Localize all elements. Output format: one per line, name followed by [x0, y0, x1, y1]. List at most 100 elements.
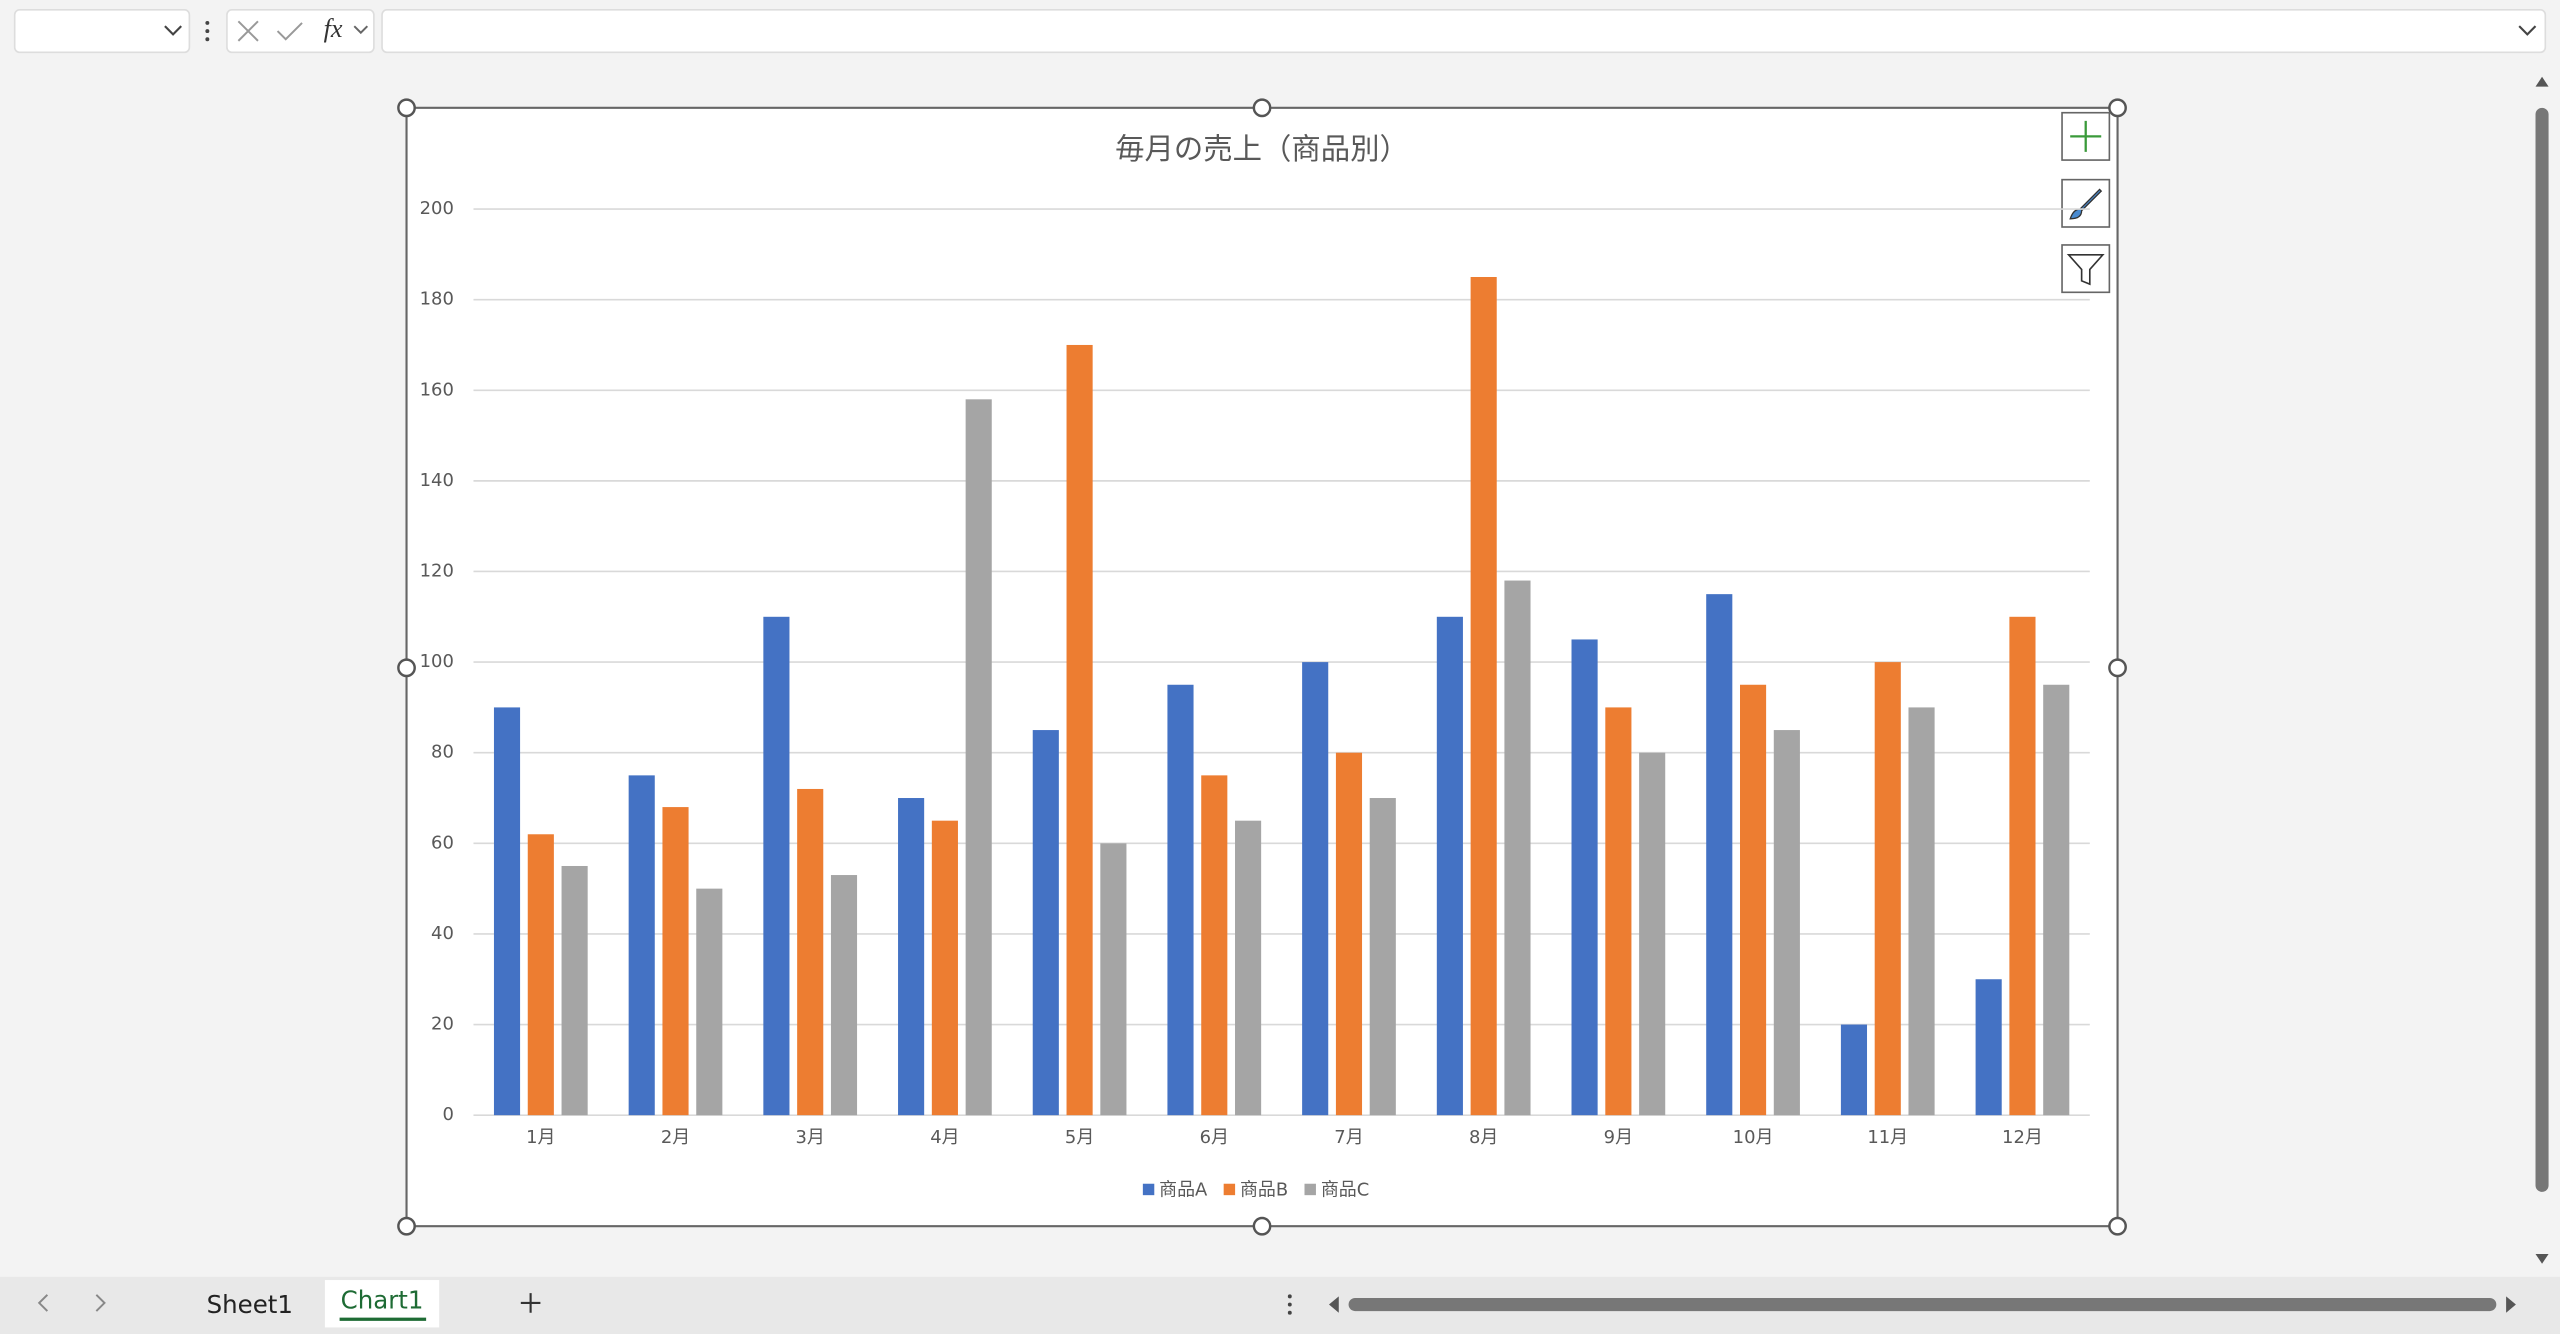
more-icon[interactable]	[205, 20, 210, 25]
x-tick-label: 4月	[930, 1127, 959, 1148]
more-icon	[1287, 1310, 1292, 1315]
x-tick-label: 3月	[796, 1127, 825, 1148]
bar	[1369, 798, 1396, 1116]
bar	[1571, 639, 1598, 1116]
bar	[1302, 662, 1329, 1116]
y-tick-label: 60	[431, 832, 454, 853]
bar	[1773, 730, 1800, 1116]
bar	[830, 875, 858, 1116]
y-tick-label: 100	[420, 651, 454, 672]
legend-swatch	[1223, 1183, 1236, 1196]
bar	[1504, 580, 1531, 1116]
x-tick-label: 12月	[2002, 1127, 2043, 1148]
dropdown-icon[interactable]	[2518, 25, 2537, 36]
bar	[1740, 684, 1767, 1116]
y-tick-label: 80	[431, 742, 454, 763]
handle[interactable]	[2108, 658, 2127, 678]
bar	[1840, 1024, 1868, 1116]
bar	[662, 807, 689, 1116]
enter-icon[interactable]	[276, 22, 303, 41]
legend-swatch	[1142, 1183, 1155, 1196]
bar	[2009, 616, 2036, 1116]
bar	[527, 834, 554, 1116]
x-tick-label: 8月	[1469, 1127, 1498, 1148]
y-tick-label: 40	[431, 923, 454, 944]
y-tick-label: 200	[420, 198, 454, 219]
bar	[763, 616, 790, 1116]
bar	[898, 798, 925, 1116]
more-icon	[1287, 1302, 1292, 1307]
more-icon	[205, 37, 210, 42]
fx-icon[interactable]: fx	[324, 14, 343, 43]
bar	[1335, 752, 1363, 1116]
x-tick-label: 7月	[1334, 1127, 1363, 1148]
y-tick-label: 140	[420, 470, 454, 491]
y-tick-label: 20	[431, 1014, 454, 1035]
x-tick-label: 1月	[526, 1127, 555, 1148]
handle[interactable]	[397, 1216, 416, 1236]
horizontal-scrollbar[interactable]	[1348, 1298, 2497, 1312]
legend-label: 商品B	[1240, 1179, 1288, 1200]
add-sheet[interactable]	[520, 1293, 541, 1313]
x-tick-label: 10月	[1733, 1127, 1774, 1148]
x-tick-label: 11月	[1867, 1127, 1908, 1148]
tab-nav[interactable]	[37, 1294, 106, 1312]
bar	[1639, 752, 1666, 1116]
resize-handles	[397, 98, 2127, 1236]
chart: 0 20 40 60 80 100 120 140 160 180 200 1月 2月 3月 4月 5月 6月 7…	[420, 198, 2090, 1200]
legend-swatch	[1304, 1183, 1316, 1196]
x-tick-label: 6月	[1200, 1127, 1229, 1148]
chart-title: 毎月の売上（商品別）	[1115, 132, 1409, 166]
bar	[1100, 843, 1127, 1116]
more-icon[interactable]	[1287, 1294, 1292, 1299]
y-tick-label: 160	[420, 379, 454, 400]
bar	[1201, 775, 1228, 1116]
y-tick-label: 180	[420, 289, 454, 310]
dropdown-icon[interactable]	[164, 25, 182, 36]
filter-icon	[2066, 253, 2105, 286]
dropdown-icon[interactable]	[353, 25, 369, 35]
bar	[1167, 684, 1194, 1116]
sheet-tab[interactable]: Sheet1	[207, 1290, 293, 1319]
bar	[965, 399, 992, 1116]
bar	[1605, 707, 1632, 1116]
bar	[493, 707, 521, 1116]
y-tick-label: 120	[420, 560, 454, 581]
handle[interactable]	[397, 658, 416, 678]
vertical-scrollbar[interactable]	[2535, 107, 2549, 1192]
bar	[1436, 616, 1463, 1116]
bar	[628, 775, 655, 1116]
x-tick-label: 5月	[1065, 1127, 1094, 1148]
formula-buttons	[226, 9, 375, 54]
x-tick-label: 2月	[661, 1127, 690, 1148]
brush-icon	[2069, 188, 2103, 220]
cancel-icon[interactable]	[237, 20, 259, 42]
handle[interactable]	[2108, 98, 2127, 118]
chart-frame[interactable]	[405, 106, 2119, 1228]
bar	[1706, 594, 1733, 1116]
bar	[1908, 707, 1935, 1116]
y-tick-label: 0	[442, 1104, 453, 1125]
bar	[2043, 684, 2070, 1116]
bar	[931, 820, 958, 1116]
bar	[696, 888, 723, 1116]
name-box[interactable]	[13, 9, 191, 54]
chart-filters-button[interactable]	[2061, 244, 2111, 294]
handle[interactable]	[1252, 98, 1272, 118]
sheet-tab[interactable]: Chart1	[341, 1285, 424, 1314]
formula-input[interactable]	[381, 9, 2547, 54]
legend-label: 商品A	[1159, 1179, 1208, 1200]
x-tick-label: 9月	[1604, 1127, 1633, 1148]
bar	[561, 865, 588, 1116]
handle[interactable]	[1252, 1216, 1272, 1236]
plus-icon	[2070, 120, 2102, 152]
bar	[1470, 277, 1497, 1116]
handle[interactable]	[2108, 1216, 2127, 1236]
bar	[1066, 344, 1093, 1116]
more-icon	[205, 29, 210, 34]
bar	[797, 788, 824, 1116]
handle[interactable]	[397, 98, 416, 118]
bar	[1032, 730, 1059, 1116]
